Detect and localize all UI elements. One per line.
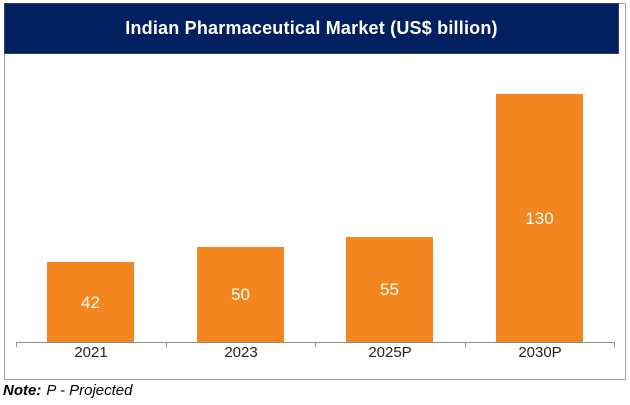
bar: 55	[346, 237, 433, 342]
note-text: P - Projected	[46, 382, 133, 399]
bar: 130	[496, 94, 583, 342]
chart-title-band: Indian Pharmaceutical Market (US$ billio…	[4, 3, 619, 54]
x-axis-label: 2030P	[518, 344, 562, 361]
x-axis-label: 2025P	[368, 344, 412, 361]
bar-value-label: 55	[380, 280, 399, 299]
note: Note: P - Projected	[3, 382, 132, 400]
axis-tick	[16, 342, 17, 347]
chart-title: Indian Pharmaceutical Market (US$ billio…	[125, 18, 498, 38]
axis-tick	[166, 342, 167, 347]
axis-tick	[315, 342, 316, 347]
note-label: Note:	[3, 382, 42, 399]
bar-value-label: 50	[231, 285, 250, 304]
bar: 50	[197, 247, 284, 342]
bar-value-label: 42	[81, 292, 100, 312]
axis-tick	[465, 342, 466, 347]
bar: 42	[47, 262, 134, 342]
x-axis-label: 2023	[224, 344, 258, 361]
x-axis-label: 2021	[74, 344, 108, 361]
bar-value-label: 130	[525, 208, 554, 228]
axis-tick	[614, 342, 615, 347]
